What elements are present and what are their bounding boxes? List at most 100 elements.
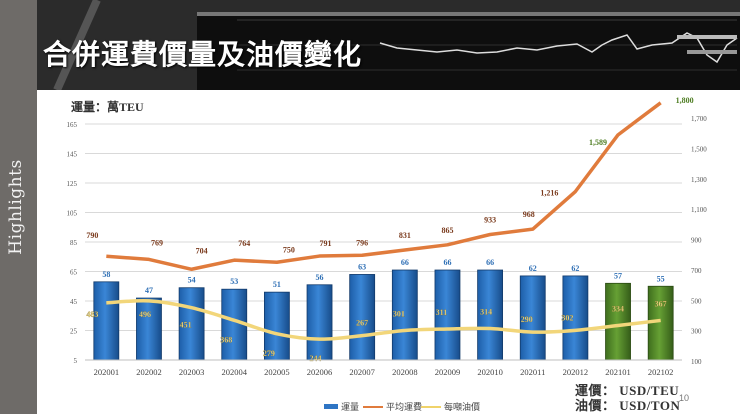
volume-bar bbox=[477, 269, 504, 361]
volume-bar bbox=[562, 275, 589, 361]
left-axis-tick: 45 bbox=[70, 298, 78, 306]
volume-bar bbox=[605, 282, 631, 361]
right-axis-tick: 500 bbox=[691, 297, 702, 305]
avg-freight-label: 764 bbox=[238, 239, 250, 248]
left-axis-tick: 125 bbox=[67, 180, 78, 188]
combo-chart: 5 25 45 65 85 105 125 145 165 100 300 500 700 900 1,10… bbox=[67, 96, 708, 377]
legend-item-avg-freight: 平均運費 bbox=[363, 400, 422, 413]
oil-price-line bbox=[106, 298, 661, 341]
x-axis-category: 202001 bbox=[94, 367, 120, 377]
page-title: 合併運費價量及油價變化 bbox=[43, 38, 363, 71]
avg-freight-label: 1,589 bbox=[589, 138, 607, 147]
x-axis-category: 202005 bbox=[264, 367, 290, 377]
x-axis-category: 202004 bbox=[222, 367, 248, 377]
bar-swatch-icon bbox=[324, 404, 338, 409]
legend-item-oil-price: 每噸油價 bbox=[421, 400, 480, 413]
volume-bar-label: 53 bbox=[230, 277, 238, 286]
volume-bar bbox=[349, 274, 376, 361]
x-axis-category: 202007 bbox=[349, 367, 375, 377]
legend-item-volume: 運量 bbox=[324, 400, 359, 413]
volume-bar bbox=[136, 297, 162, 361]
oil-price-label: 302 bbox=[561, 313, 573, 322]
volume-bar-label: 66 bbox=[401, 258, 409, 267]
oil-price-label: 367 bbox=[655, 299, 667, 308]
volume-bar bbox=[391, 269, 418, 361]
right-axis-tick: 700 bbox=[691, 267, 702, 275]
volume-bar-label: 63 bbox=[358, 262, 366, 271]
volume-bar bbox=[519, 275, 546, 361]
x-axis-category: 202009 bbox=[435, 367, 461, 377]
left-axis-title: 運量：萬TEU bbox=[71, 100, 144, 114]
volume-bar-label: 54 bbox=[188, 276, 196, 285]
line-swatch-icon bbox=[363, 405, 383, 408]
right-axis-tick: 1,300 bbox=[691, 176, 707, 184]
sidebar-label: Highlights bbox=[6, 159, 26, 255]
x-axis-category: 202010 bbox=[477, 367, 503, 377]
right-axis-tick: 1,700 bbox=[691, 115, 707, 123]
volume-bar bbox=[93, 281, 120, 361]
oil-price-label: 267 bbox=[356, 319, 368, 328]
volume-bar-label: 56 bbox=[316, 273, 324, 282]
line-swatch-icon bbox=[421, 405, 441, 408]
volume-bar-label: 47 bbox=[145, 286, 153, 295]
volume-bar-label: 62 bbox=[571, 264, 579, 273]
left-axis-tick: 25 bbox=[70, 328, 78, 336]
avg-freight-label: 750 bbox=[283, 245, 295, 254]
avg-freight-label: 769 bbox=[151, 238, 163, 247]
right-axis-tick: 1,100 bbox=[691, 206, 707, 214]
x-axis-category: 202003 bbox=[179, 367, 205, 377]
x-axis-category: 202102 bbox=[648, 367, 674, 377]
oil-price-label: 311 bbox=[436, 308, 448, 317]
stock-chart-background-image bbox=[37, 0, 740, 90]
x-axis-category: 202012 bbox=[563, 367, 589, 377]
x-axis-category: 202006 bbox=[307, 367, 333, 377]
oil-price-label: 334 bbox=[612, 304, 624, 313]
oil-price-label: 301 bbox=[393, 309, 405, 318]
right-axis-tick: 100 bbox=[691, 358, 702, 366]
freight-unit-label: 運價： USD/TEU bbox=[575, 383, 680, 398]
avg-freight-label: 1,800 bbox=[676, 96, 694, 105]
x-axis-category: 202002 bbox=[136, 367, 162, 377]
volume-bar-label: 62 bbox=[529, 264, 537, 273]
x-axis-category: 202008 bbox=[392, 367, 418, 377]
oil-price-label: 314 bbox=[480, 307, 492, 316]
volume-bar-label: 55 bbox=[657, 274, 665, 283]
avg-freight-label: 865 bbox=[441, 226, 453, 235]
right-axis-tick: 1,500 bbox=[691, 145, 707, 153]
avg-freight-line bbox=[106, 101, 662, 272]
volume-bar-label: 57 bbox=[614, 271, 622, 280]
left-axis-tick: 145 bbox=[67, 151, 78, 159]
avg-freight-label: 831 bbox=[399, 231, 411, 240]
oil-price-label: 496 bbox=[139, 310, 151, 319]
oil-price-label: 483 bbox=[86, 310, 98, 319]
volume-bar-label: 66 bbox=[443, 258, 451, 267]
right-axis-tick: 300 bbox=[691, 328, 702, 336]
left-axis-tick: 85 bbox=[70, 239, 78, 247]
right-axis-tick: 900 bbox=[691, 237, 702, 245]
oil-unit-label: 油價： USD/TON bbox=[575, 398, 681, 413]
volume-bar-label: 58 bbox=[102, 270, 110, 279]
avg-freight-label: 704 bbox=[196, 246, 208, 255]
page-number: 10 bbox=[679, 393, 690, 403]
header-banner: 合併運費價量及油價變化 bbox=[37, 0, 740, 90]
avg-freight-label: 791 bbox=[320, 239, 332, 248]
chart-area: 運量：萬TEU 5 25 45 65 85 105 125 145 165 100 300 500 70… bbox=[37, 90, 740, 414]
oil-price-label: 244 bbox=[310, 354, 322, 363]
avg-freight-label: 790 bbox=[86, 231, 98, 240]
volume-bar-label: 51 bbox=[273, 280, 281, 289]
volume-bar bbox=[434, 269, 461, 361]
avg-freight-label: 796 bbox=[356, 238, 368, 247]
x-axis-category: 202011 bbox=[520, 367, 545, 377]
volume-bar bbox=[263, 291, 290, 361]
oil-price-label: 368 bbox=[220, 335, 232, 344]
sidebar: Highlights bbox=[0, 0, 37, 414]
volume-bar-label: 66 bbox=[486, 258, 494, 267]
oil-price-label: 279 bbox=[263, 349, 275, 358]
avg-freight-label: 933 bbox=[484, 215, 496, 224]
volume-bar bbox=[178, 287, 205, 361]
avg-freight-label: 968 bbox=[523, 210, 535, 219]
x-axis-category: 202101 bbox=[605, 367, 631, 377]
left-axis-tick: 5 bbox=[74, 357, 78, 365]
left-axis-tick: 105 bbox=[67, 210, 78, 218]
oil-price-label: 451 bbox=[180, 321, 192, 330]
